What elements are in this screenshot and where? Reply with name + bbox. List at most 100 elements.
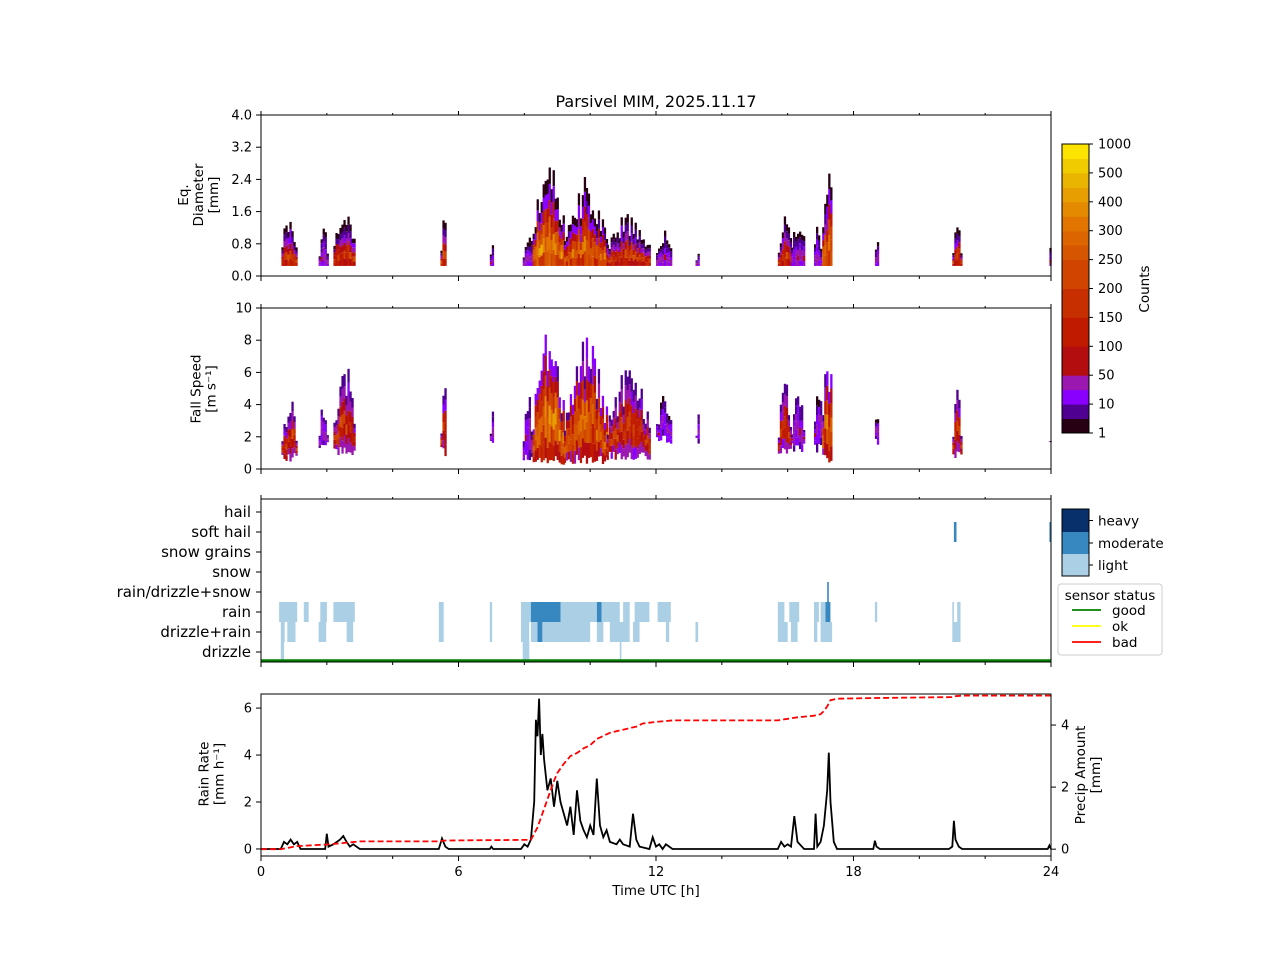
- speed-cell: [797, 429, 800, 438]
- ptype-category-label: rain/drizzle+snow: [117, 583, 251, 601]
- speed-cell: [538, 380, 541, 394]
- speed-cell: [326, 441, 329, 443]
- diameter-cell: [601, 242, 605, 251]
- speed-cell: [820, 437, 823, 446]
- diameter-ytick-label: 0.0: [231, 270, 252, 285]
- speed-cell: [295, 445, 298, 449]
- diameter-cell: [801, 260, 804, 266]
- diameter-cell: [603, 233, 607, 241]
- diameter-cell: [622, 243, 625, 249]
- diameter-cell: [538, 239, 541, 249]
- diameter-cell: [783, 241, 787, 250]
- speed-cell: [648, 449, 651, 455]
- diameter-cell: [660, 262, 663, 266]
- diameter-cell: [954, 238, 957, 244]
- diameter-cell: [876, 254, 880, 258]
- speed-cell: [542, 371, 545, 390]
- speed-cell: [335, 439, 338, 445]
- speed-cell: [795, 398, 798, 407]
- diameter-cell: [620, 217, 623, 226]
- diameter-cell: [442, 220, 445, 228]
- speed-cell: [536, 423, 539, 436]
- rain-rate-line: [261, 698, 1052, 851]
- colorbar-tick-label: 1: [1098, 427, 1106, 442]
- speed-cell: [795, 429, 798, 438]
- x-tick-label: 12: [648, 865, 665, 880]
- speed-cell: [577, 447, 581, 461]
- speed-cell: [289, 453, 292, 462]
- ptype-segment: [521, 622, 530, 642]
- diameter-cell: [620, 249, 623, 258]
- diameter-cell: [558, 227, 561, 236]
- speed-cell: [341, 414, 344, 428]
- diameter-cell: [630, 249, 633, 258]
- speed-cell: [335, 434, 338, 440]
- speed-cell: [322, 426, 325, 432]
- speed-cell: [287, 429, 290, 436]
- diameter-cell: [656, 257, 659, 260]
- diameter-cell: [542, 252, 545, 266]
- speed-cell: [640, 410, 643, 421]
- speed-cell: [558, 408, 561, 420]
- diameter-cell: [293, 258, 296, 262]
- diameter-cell: [956, 227, 959, 234]
- diameter-cell: [283, 228, 286, 235]
- speed-cell: [491, 427, 495, 433]
- speed-cell: [614, 407, 617, 418]
- diameter-cell: [644, 253, 647, 257]
- speed-cell: [612, 438, 615, 446]
- diameter-cell: [666, 240, 669, 245]
- ptype-segment: [634, 602, 650, 622]
- speed-cell: [283, 453, 286, 459]
- diameter-cell: [556, 197, 559, 209]
- speed-cell: [546, 401, 549, 418]
- speed-cell: [610, 426, 613, 433]
- diameter-cell: [640, 244, 643, 249]
- diameter-cell: [638, 254, 641, 260]
- speed-cell: [540, 416, 543, 432]
- colorbar-swatch: [1062, 375, 1089, 391]
- speed-cell: [638, 444, 641, 454]
- speed-cell: [642, 424, 645, 431]
- speed-cell: [697, 419, 700, 425]
- diameter-cell: [295, 256, 298, 260]
- diameter-cell: [670, 248, 673, 252]
- speed-cell: [341, 440, 344, 454]
- speed-cell: [318, 443, 321, 446]
- diameter-cell: [565, 251, 569, 257]
- speed-cell: [626, 430, 629, 444]
- speed-cell: [554, 392, 557, 409]
- diameter-cell: [642, 243, 645, 249]
- diameter-cell: [324, 254, 327, 261]
- amount-ylabel: Precip Amount [mm]: [1073, 726, 1104, 825]
- speed-cell: [789, 427, 793, 431]
- speed-cell: [291, 438, 294, 449]
- ptype-segment: [665, 622, 670, 642]
- speed-cell: [573, 411, 577, 425]
- diameter-cell: [614, 251, 617, 257]
- diameter-cell: [793, 260, 796, 266]
- diameter-cell: [799, 237, 802, 244]
- speed-cell: [524, 413, 527, 421]
- diameter-cell: [289, 251, 292, 259]
- diameter-cell: [656, 259, 659, 262]
- speed-cell: [571, 434, 575, 445]
- speed-cell: [534, 416, 537, 428]
- speed-cell: [345, 405, 348, 416]
- diameter-cell: [960, 263, 963, 266]
- speed-cell: [589, 383, 593, 399]
- diameter-cell: [546, 237, 549, 252]
- diameter-cell: [777, 261, 781, 264]
- diameter-cell: [526, 262, 529, 266]
- diameter-cell: [522, 260, 525, 262]
- diameter-cell: [789, 242, 793, 248]
- ptype-segment: [820, 622, 833, 642]
- speed-event: [333, 368, 356, 455]
- speed-cell: [828, 439, 831, 451]
- diameter-cell: [289, 236, 292, 244]
- speed-cell: [608, 421, 611, 428]
- speed-cell: [618, 401, 621, 413]
- speed-cell: [335, 425, 338, 430]
- speed-cell: [593, 375, 597, 393]
- speed-cell: [616, 422, 619, 429]
